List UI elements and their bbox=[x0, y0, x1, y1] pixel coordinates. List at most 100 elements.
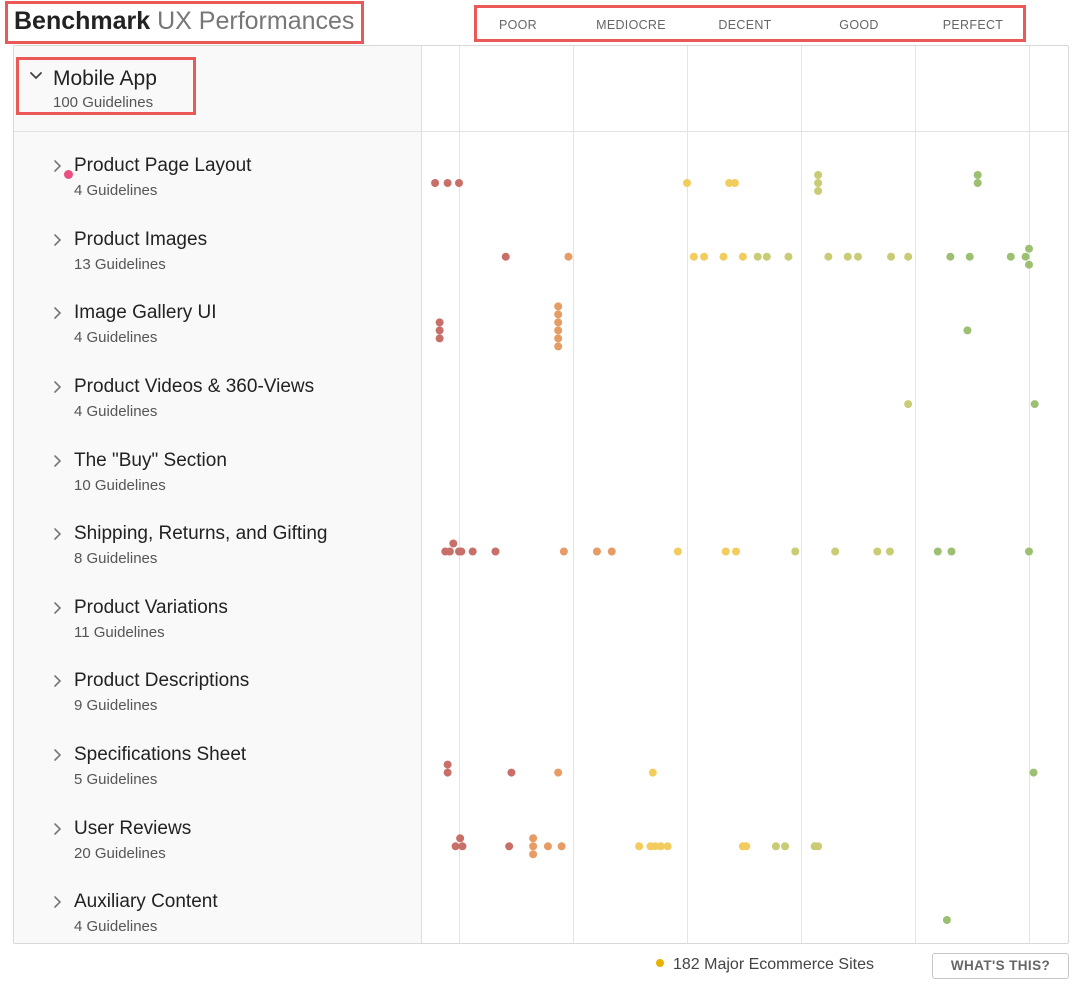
site-score-dot[interactable] bbox=[1025, 547, 1033, 556]
site-score-dot[interactable] bbox=[963, 326, 972, 335]
site-score-dot[interactable] bbox=[554, 768, 563, 777]
site-score-dot[interactable] bbox=[719, 252, 728, 261]
site-score-dot[interactable] bbox=[730, 179, 739, 187]
site-score-dot[interactable] bbox=[781, 842, 790, 851]
site-score-dot[interactable] bbox=[814, 171, 823, 179]
site-score-dot[interactable] bbox=[824, 252, 833, 261]
site-score-dot[interactable] bbox=[491, 547, 500, 556]
site-score-dot[interactable] bbox=[564, 252, 573, 261]
site-score-dot[interactable] bbox=[1025, 244, 1033, 253]
site-score-dot[interactable] bbox=[753, 252, 762, 261]
site-score-dot[interactable] bbox=[947, 547, 956, 556]
whats-this-button[interactable]: WHAT'S THIS? bbox=[932, 953, 1069, 979]
site-score-dot[interactable] bbox=[854, 252, 862, 261]
site-score-dot[interactable] bbox=[449, 539, 458, 548]
mobile-app-section-header[interactable]: Mobile App 100 Guidelines bbox=[16, 57, 196, 115]
site-score-dot[interactable] bbox=[529, 834, 538, 843]
site-score-dot[interactable] bbox=[554, 342, 563, 351]
site-score-dot[interactable] bbox=[435, 334, 444, 343]
site-score-dot[interactable] bbox=[468, 547, 477, 556]
site-score-dot[interactable] bbox=[725, 179, 734, 187]
site-score-dot[interactable] bbox=[443, 760, 452, 769]
site-score-dot[interactable] bbox=[529, 842, 538, 851]
site-score-dot[interactable] bbox=[443, 768, 452, 777]
category-row-product-page-layout[interactable]: Product Page Layout 4 Guidelines bbox=[14, 155, 422, 215]
category-row-specifications-sheet[interactable]: Specifications Sheet 5 Guidelines bbox=[14, 744, 422, 804]
site-score-dot[interactable] bbox=[784, 252, 793, 261]
site-score-dot[interactable] bbox=[458, 842, 467, 851]
site-score-dot[interactable] bbox=[738, 252, 747, 261]
site-score-dot[interactable] bbox=[1025, 260, 1033, 269]
site-score-dot[interactable] bbox=[543, 842, 552, 851]
site-score-dot[interactable] bbox=[1021, 252, 1030, 261]
site-score-dot[interactable] bbox=[885, 547, 894, 556]
site-score-dot[interactable] bbox=[814, 187, 823, 195]
site-score-dot[interactable] bbox=[965, 252, 974, 261]
site-score-dot[interactable] bbox=[431, 179, 440, 187]
site-score-dot[interactable] bbox=[673, 547, 682, 556]
site-score-dot[interactable] bbox=[721, 547, 730, 556]
benchmark-title: Benchmark UX Performances bbox=[5, 1, 364, 44]
site-score-dot[interactable] bbox=[814, 842, 823, 851]
site-score-dot[interactable] bbox=[973, 171, 982, 179]
site-score-dot[interactable] bbox=[635, 842, 644, 851]
site-score-dot[interactable] bbox=[873, 547, 882, 556]
category-row-auxiliary-content[interactable]: Auxiliary Content 4 Guidelines bbox=[14, 891, 422, 943]
site-score-dot[interactable] bbox=[831, 547, 840, 556]
site-score-dot[interactable] bbox=[592, 547, 601, 556]
category-row-shipping-returns-gifting[interactable]: Shipping, Returns, and Gifting 8 Guideli… bbox=[14, 523, 422, 583]
site-score-dot[interactable] bbox=[607, 547, 616, 556]
site-score-dot[interactable] bbox=[648, 768, 657, 777]
site-score-dot[interactable] bbox=[732, 547, 741, 556]
site-score-dot[interactable] bbox=[554, 310, 563, 319]
site-score-dot[interactable] bbox=[435, 326, 444, 335]
site-score-dot[interactable] bbox=[651, 842, 660, 851]
category-row-buy-section[interactable]: The "Buy" Section 10 Guidelines bbox=[14, 450, 422, 510]
site-score-dot[interactable] bbox=[456, 834, 465, 843]
site-score-dot[interactable] bbox=[451, 842, 460, 851]
site-score-dot[interactable] bbox=[814, 179, 823, 187]
site-score-dot[interactable] bbox=[501, 252, 510, 261]
site-score-dot[interactable] bbox=[904, 400, 913, 409]
site-score-dot[interactable] bbox=[973, 179, 982, 187]
site-score-dot[interactable] bbox=[554, 334, 563, 343]
site-score-dot[interactable] bbox=[933, 547, 942, 556]
site-score-dot[interactable] bbox=[507, 768, 516, 777]
category-row-product-variations[interactable]: Product Variations 11 Guidelines bbox=[14, 597, 422, 657]
site-score-dot[interactable] bbox=[762, 252, 771, 261]
site-score-dot[interactable] bbox=[554, 302, 563, 311]
site-score-dot[interactable] bbox=[1030, 400, 1039, 409]
site-score-dot[interactable] bbox=[1006, 252, 1015, 261]
site-score-dot[interactable] bbox=[435, 318, 444, 327]
site-score-dot[interactable] bbox=[445, 547, 454, 556]
site-score-dot[interactable] bbox=[771, 842, 780, 851]
site-score-dot[interactable] bbox=[554, 318, 563, 327]
site-score-dot[interactable] bbox=[904, 252, 913, 261]
rating-label-perfect: PERFECT bbox=[942, 18, 1004, 32]
site-score-dot[interactable] bbox=[559, 547, 568, 556]
site-score-dot[interactable] bbox=[742, 842, 751, 851]
site-score-dot[interactable] bbox=[663, 842, 672, 851]
site-score-dot[interactable] bbox=[529, 850, 538, 859]
site-score-dot[interactable] bbox=[557, 842, 566, 851]
site-score-dot[interactable] bbox=[887, 252, 896, 261]
site-score-dot[interactable] bbox=[791, 547, 800, 556]
category-row-image-gallery-ui[interactable]: Image Gallery UI 4 Guidelines bbox=[14, 302, 422, 362]
site-score-dot[interactable] bbox=[443, 179, 452, 187]
site-score-dot[interactable] bbox=[689, 252, 698, 261]
site-score-dot[interactable] bbox=[700, 252, 709, 261]
site-score-dot[interactable] bbox=[843, 252, 852, 261]
category-row-product-descriptions[interactable]: Product Descriptions 9 Guidelines bbox=[14, 670, 422, 730]
site-score-dot[interactable] bbox=[683, 179, 691, 187]
site-score-dot[interactable] bbox=[554, 326, 563, 335]
category-row-product-images[interactable]: Product Images 13 Guidelines bbox=[14, 229, 422, 289]
site-score-dot[interactable] bbox=[455, 179, 463, 187]
site-score-dot[interactable] bbox=[942, 916, 951, 924]
site-score-dot[interactable] bbox=[946, 252, 955, 261]
category-row-user-reviews[interactable]: User Reviews 20 Guidelines bbox=[14, 818, 422, 878]
category-row-product-videos[interactable]: Product Videos & 360-Views 4 Guidelines bbox=[14, 376, 422, 436]
site-score-dot[interactable] bbox=[457, 547, 466, 556]
site-score-dot[interactable] bbox=[656, 842, 665, 851]
site-score-dot[interactable] bbox=[1029, 768, 1038, 777]
site-score-dot[interactable] bbox=[505, 842, 514, 851]
